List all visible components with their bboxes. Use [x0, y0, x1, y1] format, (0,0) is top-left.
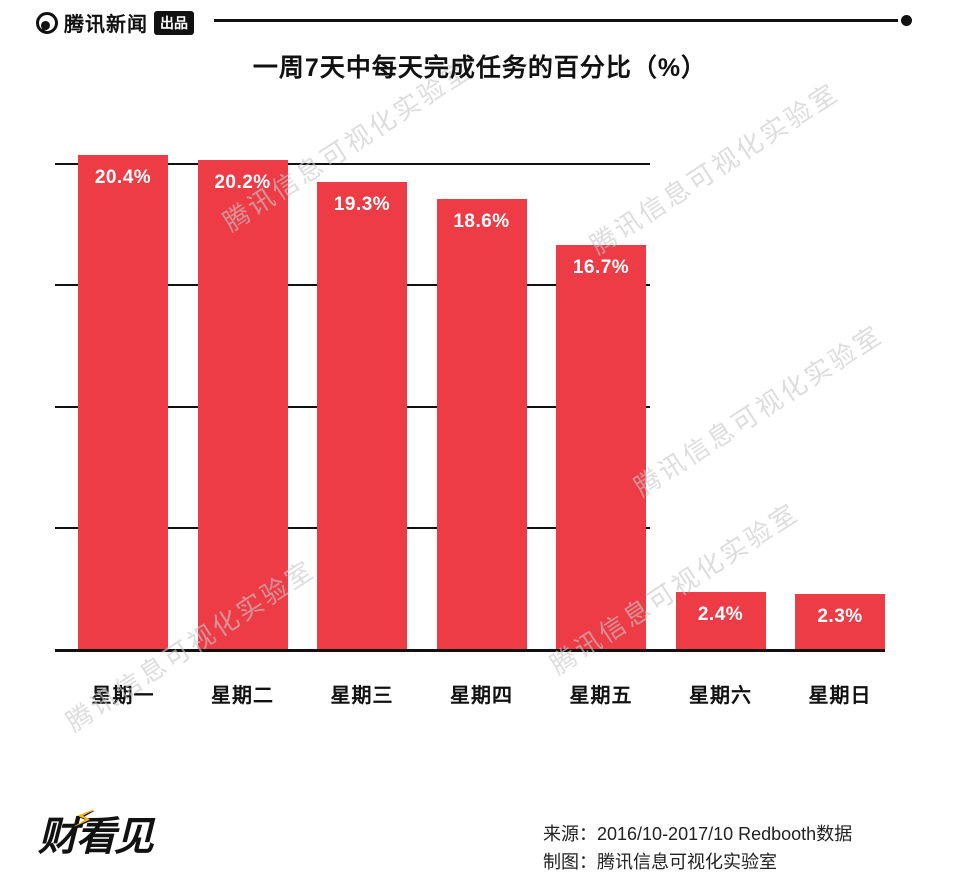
chart-title: 一周7天中每天完成任务的百分比（%） [252, 54, 708, 82]
x-axis-category-label: 星期二 [211, 685, 274, 707]
x-axis-labels: 星期一 星期二 星期三 星期四 星期五 星期六 星期日 [55, 679, 885, 709]
header-divider-line [214, 19, 898, 22]
x-axis-category-label: 星期四 [450, 685, 513, 707]
source-line: 来源：2016/10-2017/10 Redbooth数据 [543, 824, 853, 844]
x-axis-category-label: 星期五 [569, 685, 633, 707]
bar: 19.3% [317, 181, 407, 650]
bar: 20.2% [197, 160, 288, 650]
x-axis-category-label: 星期日 [808, 685, 872, 707]
bar-value-label: 2.3% [817, 606, 863, 628]
bar: 16.7% [556, 245, 646, 650]
credit-line: 制图：腾讯信息可视化实验室 [543, 852, 777, 872]
x-axis-category-label: 星期六 [689, 685, 752, 707]
gridline [55, 163, 650, 165]
bar-value-label: 19.3% [333, 193, 391, 215]
bar-value-label: 20.4% [94, 167, 152, 189]
caikanjian-logo-text: 财看见 [38, 815, 154, 859]
x-axis-category-label: 星期一 [91, 685, 155, 707]
produced-by-badge: 出品 [154, 10, 194, 35]
bar-value-label: 18.6% [453, 210, 510, 232]
bar: 2.4% [675, 591, 766, 650]
bar: 2.3% [795, 594, 885, 650]
brand-name: 腾讯新闻 [64, 14, 148, 36]
tencent-news-logo-icon [36, 11, 58, 34]
bar-value-label: 20.2% [214, 172, 271, 194]
caikanjian-logo: 财看见 ⚡ [38, 802, 154, 862]
bar-value-label: 2.4% [697, 603, 744, 625]
bar: 18.6% [436, 198, 527, 650]
x-axis-category-label: 星期三 [330, 685, 394, 707]
x-axis-line [55, 649, 885, 652]
plot-area: 20.4% 20.2% 19.3% 18.6% 16.7% 2.4% 2.3% [55, 140, 885, 652]
tencent-news-logo: 腾讯新闻 出品 [36, 8, 194, 37]
bar-value-label: 16.7% [572, 257, 630, 279]
source-credit-block: 来源：2016/10-2017/10 Redbooth数据 制图：腾讯信息可视化… [543, 820, 852, 876]
header-divider-dot [901, 15, 912, 26]
bar: 20.4% [78, 155, 168, 650]
